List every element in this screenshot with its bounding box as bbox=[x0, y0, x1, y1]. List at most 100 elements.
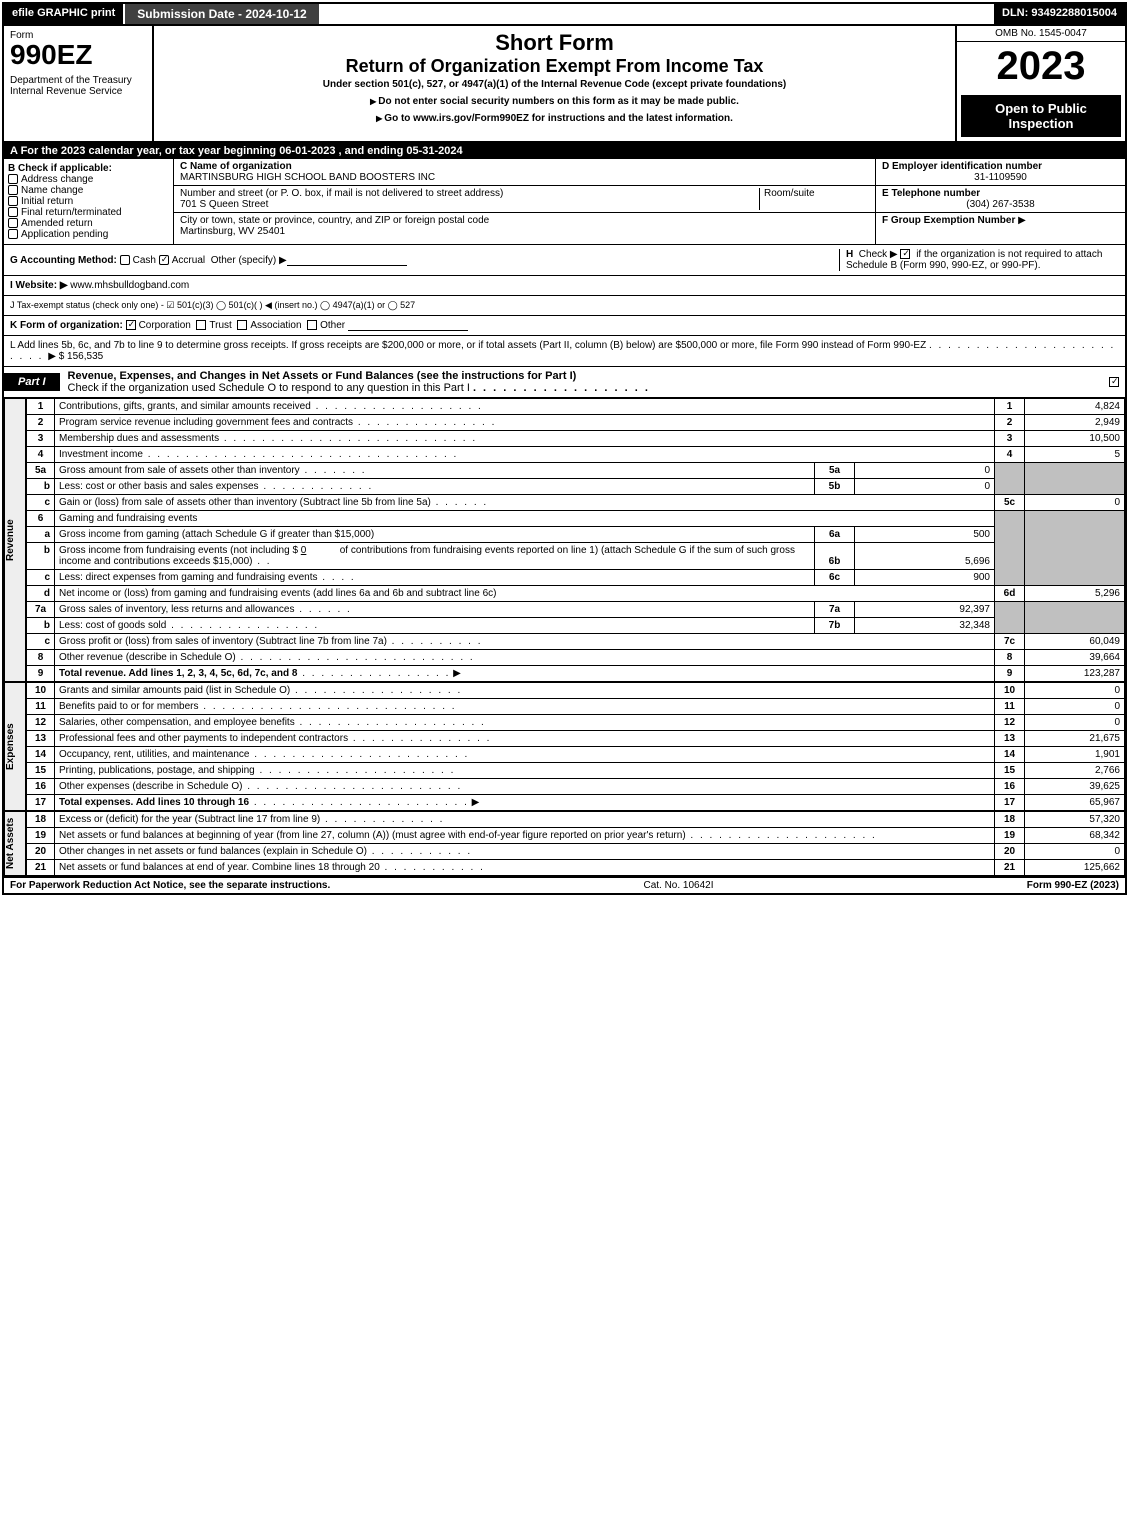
page-footer: For Paperwork Reduction Act Notice, see … bbox=[4, 876, 1125, 893]
line-14: 14Occupancy, rent, utilities, and mainte… bbox=[27, 747, 1125, 763]
line-j: J Tax-exempt status (check only one) - ☑… bbox=[4, 295, 1125, 315]
website-value[interactable]: www.mhsbulldogband.com bbox=[70, 280, 189, 291]
line-7a: 7aGross sales of inventory, less returns… bbox=[27, 602, 1125, 618]
line-l-text: L Add lines 5b, 6c, and 7b to line 9 to … bbox=[10, 340, 926, 351]
ein-row: D Employer identification number 31-1109… bbox=[876, 159, 1125, 186]
instruction-ssn: Do not enter social security numbers on … bbox=[158, 96, 951, 107]
line-18: 18Excess or (deficit) for the year (Subt… bbox=[27, 812, 1125, 828]
line-6d: dNet income or (loss) from gaming and fu… bbox=[27, 586, 1125, 602]
chk-other-org[interactable] bbox=[307, 320, 317, 330]
city-address: Martinsburg, WV 25401 bbox=[180, 226, 869, 237]
open-to-public: Open to Public Inspection bbox=[961, 95, 1121, 137]
omb-number: OMB No. 1545-0047 bbox=[957, 26, 1125, 42]
expenses-table: 10Grants and similar amounts paid (list … bbox=[26, 682, 1125, 811]
line-l: L Add lines 5b, 6c, and 7b to line 9 to … bbox=[4, 336, 1125, 367]
line-11: 11Benefits paid to or for members . . . … bbox=[27, 699, 1125, 715]
net-assets-table: 18Excess or (deficit) for the year (Subt… bbox=[26, 811, 1125, 876]
header-right: OMB No. 1545-0047 2023 Open to Public In… bbox=[955, 26, 1125, 141]
instruction-link: Go to www.irs.gov/Form990EZ for instruct… bbox=[158, 113, 951, 124]
street-label: Number and street (or P. O. box, if mail… bbox=[180, 188, 759, 199]
box-b-header: B Check if applicable: bbox=[8, 163, 169, 174]
line-6a: aGross income from gaming (attach Schedu… bbox=[27, 527, 1125, 543]
chk-schedule-b[interactable] bbox=[900, 249, 910, 259]
chk-trust-label: Trust bbox=[209, 320, 231, 331]
chk-amended-return[interactable]: Amended return bbox=[8, 218, 169, 229]
street-row: Number and street (or P. O. box, if mail… bbox=[174, 186, 875, 213]
line-5b: bLess: cost or other basis and sales exp… bbox=[27, 479, 1125, 495]
footer-left: For Paperwork Reduction Act Notice, see … bbox=[10, 880, 330, 891]
box-b: B Check if applicable: Address change Na… bbox=[4, 159, 174, 244]
chk-accrual-label[interactable]: Accrual bbox=[172, 255, 205, 266]
revenue-section: Revenue 1Contributions, gifts, grants, a… bbox=[4, 398, 1125, 682]
line-10: 10Grants and similar amounts paid (list … bbox=[27, 683, 1125, 699]
instruction-ssn-text: Do not enter social security numbers on … bbox=[378, 96, 739, 107]
submission-date: Submission Date - 2024-10-12 bbox=[123, 4, 318, 24]
expenses-side-label: Expenses bbox=[4, 682, 26, 811]
chk-application-pending[interactable]: Application pending bbox=[8, 229, 169, 240]
title-short-form: Short Form bbox=[158, 30, 951, 56]
chk-initial-return[interactable]: Initial return bbox=[8, 196, 169, 207]
chk-corporation[interactable] bbox=[126, 320, 136, 330]
chk-address-change-label: Address change bbox=[21, 174, 93, 185]
box-def: D Employer identification number 31-1109… bbox=[875, 159, 1125, 244]
tel-value: (304) 267-3538 bbox=[882, 199, 1119, 210]
line-k: K Form of organization: Corporation Trus… bbox=[4, 315, 1125, 336]
line-15: 15Printing, publications, postage, and s… bbox=[27, 763, 1125, 779]
header-center: Short Form Return of Organization Exempt… bbox=[154, 26, 955, 141]
chk-association-label: Association bbox=[250, 320, 301, 331]
chk-initial-return-label: Initial return bbox=[21, 196, 73, 207]
line-2: 2Program service revenue including gover… bbox=[27, 415, 1125, 431]
line-16: 16Other expenses (describe in Schedule O… bbox=[27, 779, 1125, 795]
dln: DLN: 93492288015004 bbox=[994, 4, 1125, 24]
line-h-label: H bbox=[846, 249, 853, 260]
city-row: City or town, state or province, country… bbox=[174, 213, 875, 239]
line-17: 17Total expenses. Add lines 10 through 1… bbox=[27, 795, 1125, 811]
line-7c: cGross profit or (loss) from sales of in… bbox=[27, 634, 1125, 650]
section-a-tax-year: A For the 2023 calendar year, or tax yea… bbox=[4, 143, 1125, 159]
line-13: 13Professional fees and other payments t… bbox=[27, 731, 1125, 747]
group-exemption-row: F Group Exemption Number ▶ bbox=[876, 213, 1125, 228]
line-l-amount: $ 156,535 bbox=[59, 351, 104, 362]
part-1-title: Revenue, Expenses, and Changes in Net As… bbox=[60, 367, 1109, 397]
ein-value: 31-1109590 bbox=[882, 172, 1119, 183]
chk-trust[interactable] bbox=[196, 320, 206, 330]
line-19: 19Net assets or fund balances at beginni… bbox=[27, 828, 1125, 844]
line-g-label: G Accounting Method: bbox=[10, 255, 117, 266]
room-suite-label: Room/suite bbox=[759, 188, 869, 210]
part-1-title-text: Revenue, Expenses, and Changes in Net As… bbox=[68, 370, 577, 382]
chk-address-change[interactable]: Address change bbox=[8, 174, 169, 185]
line-h-check-text: Check ▶ bbox=[859, 249, 898, 260]
title-return: Return of Organization Exempt From Incom… bbox=[158, 56, 951, 77]
chk-final-return[interactable]: Final return/terminated bbox=[8, 207, 169, 218]
chk-final-return-label: Final return/terminated bbox=[21, 207, 122, 218]
section-bcd: B Check if applicable: Address change Na… bbox=[4, 159, 1125, 245]
line-k-label: K Form of organization: bbox=[10, 320, 123, 331]
header-left: Form 990EZ Department of the Treasury In… bbox=[4, 26, 154, 141]
part-1-subtitle: Check if the organization used Schedule … bbox=[68, 382, 470, 394]
tel-label: E Telephone number bbox=[882, 188, 1119, 199]
chk-association[interactable] bbox=[237, 320, 247, 330]
street-address: 701 S Queen Street bbox=[180, 199, 759, 210]
line-4: 4Investment income . . . . . . . . . . .… bbox=[27, 447, 1125, 463]
footer-cat-no: Cat. No. 10642I bbox=[330, 880, 1026, 891]
group-exemption-arrow: ▶ bbox=[1018, 215, 1026, 226]
subtitle: Under section 501(c), 527, or 4947(a)(1)… bbox=[158, 79, 951, 90]
chk-name-change[interactable]: Name change bbox=[8, 185, 169, 196]
line-1: 1Contributions, gifts, grants, and simil… bbox=[27, 399, 1125, 415]
top-bar: efile GRAPHIC print Submission Date - 20… bbox=[4, 4, 1125, 26]
revenue-table: 1Contributions, gifts, grants, and simil… bbox=[26, 398, 1125, 682]
chk-corporation-label: Corporation bbox=[139, 320, 191, 331]
net-assets-side-label: Net Assets bbox=[4, 811, 26, 876]
line-20: 20Other changes in net assets or fund ba… bbox=[27, 844, 1125, 860]
ein-label: D Employer identification number bbox=[882, 161, 1119, 172]
chk-schedule-o-part1[interactable] bbox=[1109, 377, 1119, 387]
line-21: 21Net assets or fund balances at end of … bbox=[27, 860, 1125, 876]
other-specify-label: Other (specify) bbox=[211, 255, 277, 266]
line-7b: bLess: cost of goods sold . . . . . . . … bbox=[27, 618, 1125, 634]
efile-print-button[interactable]: efile GRAPHIC print bbox=[4, 4, 123, 24]
line-3: 3Membership dues and assessments . . . .… bbox=[27, 431, 1125, 447]
line-6: 6Gaming and fundraising events bbox=[27, 511, 1125, 527]
instruction-link-text[interactable]: Go to www.irs.gov/Form990EZ for instruct… bbox=[384, 113, 733, 124]
department: Department of the Treasury Internal Reve… bbox=[10, 75, 146, 97]
chk-cash-label[interactable]: Cash bbox=[133, 255, 156, 266]
